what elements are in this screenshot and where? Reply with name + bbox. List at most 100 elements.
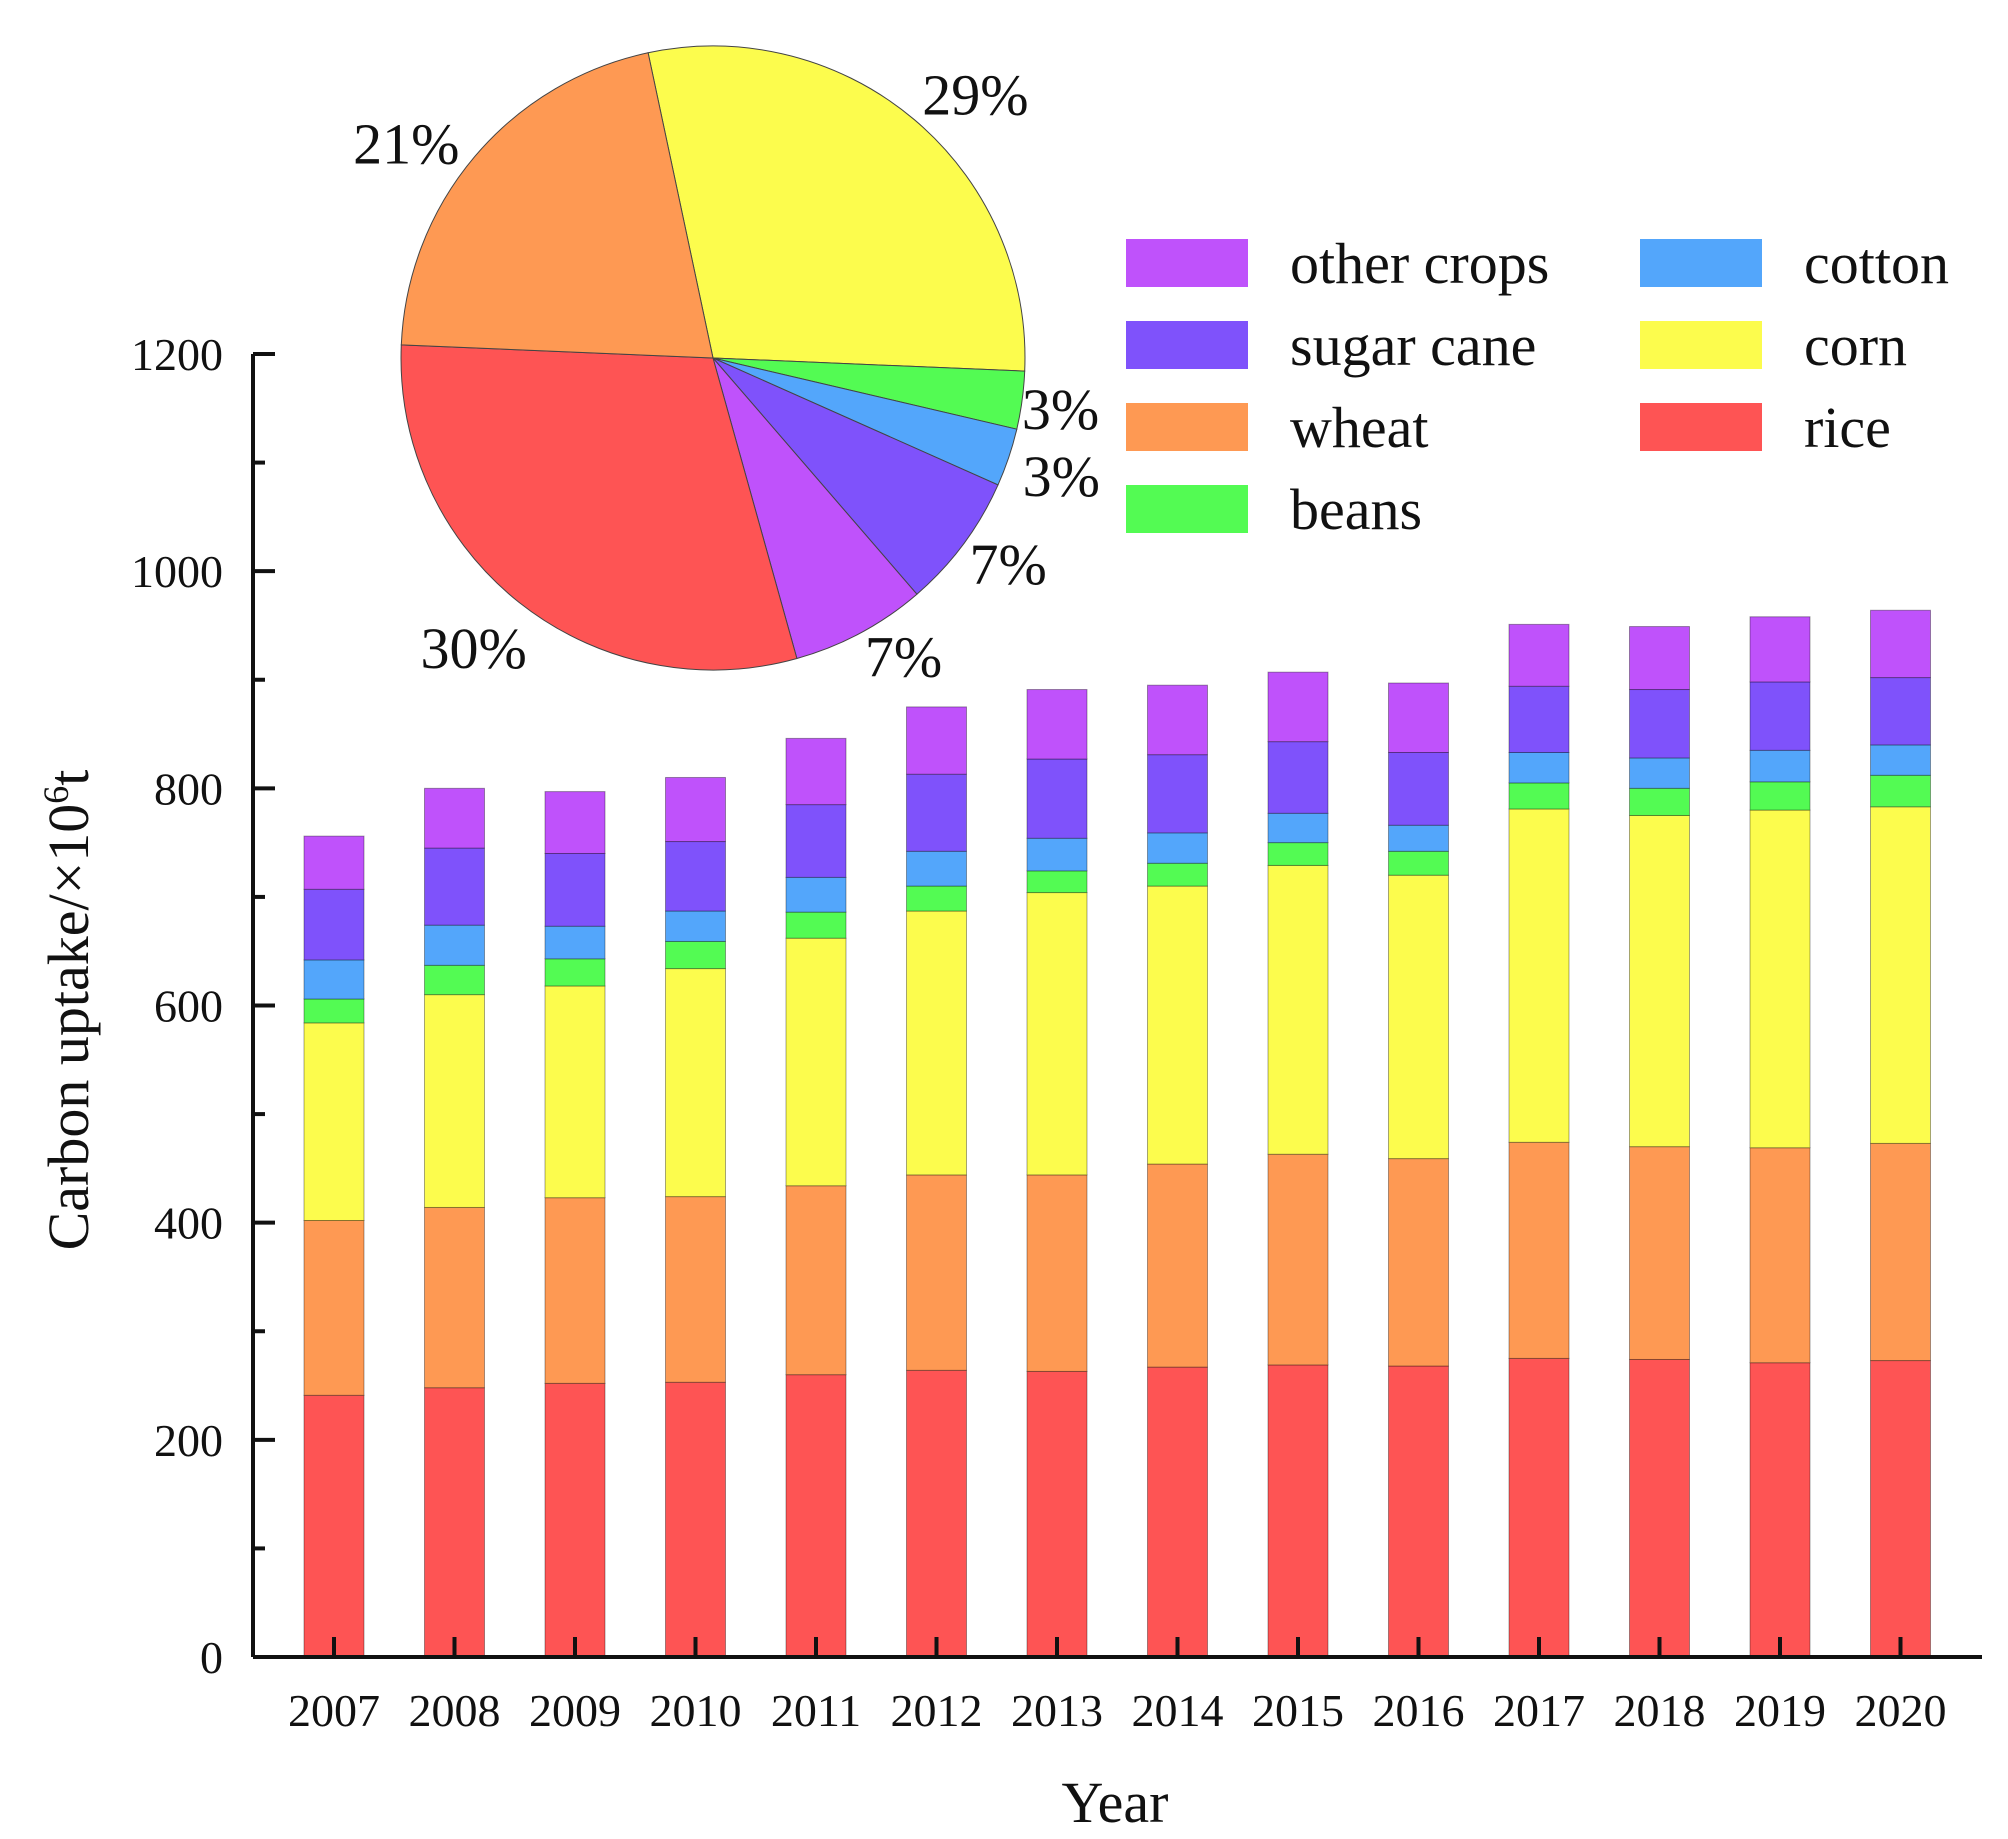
- bar-wheat-2015: [1267, 1153, 1329, 1366]
- y-tick-label: 800: [154, 763, 223, 814]
- pie-slice-corn: [647, 45, 1026, 372]
- bar-beans-2009: [544, 958, 606, 987]
- bar-sugar-cane-2012: [906, 773, 967, 852]
- bar-beans-2017: [1508, 782, 1570, 810]
- y-tick-label: 1000: [131, 546, 223, 597]
- bar-stack-2018: [1629, 626, 1690, 1658]
- bar-sugar-cane-2010: [665, 841, 726, 912]
- bar-sugar-cane-2009: [544, 852, 606, 927]
- bar-corn-2013: [1026, 892, 1088, 1176]
- bar-sugar-cane-2019: [1749, 681, 1811, 751]
- y-tick-label: 1200: [131, 329, 223, 380]
- bar-stack-2019: [1749, 616, 1811, 1658]
- x-tick-label: 2007: [288, 1685, 380, 1736]
- bar-rice-2008: [424, 1387, 485, 1658]
- bar-corn-2007: [303, 1022, 365, 1221]
- legend: other crops cotton sugar cane corn wheat rice…: [1126, 231, 1949, 542]
- bar-beans-2020: [1870, 774, 1931, 808]
- bar-beans-2012: [906, 885, 967, 912]
- pie-label-rice: 30%: [420, 616, 526, 681]
- x-tick-label: 2008: [409, 1685, 501, 1736]
- bar-stack-2009: [544, 791, 606, 1658]
- bar-sugar-cane-2011: [785, 804, 847, 878]
- y-tick-label: 0: [200, 1632, 223, 1683]
- bar-wheat-2009: [544, 1197, 606, 1384]
- bar-cotton-2008: [424, 924, 485, 966]
- bar-cotton-2012: [906, 850, 967, 887]
- bar-sugar-cane-2017: [1508, 685, 1570, 754]
- bar-rice-2019: [1749, 1362, 1811, 1658]
- bar-cotton-2014: [1147, 832, 1208, 864]
- bar-rice-2018: [1629, 1358, 1690, 1658]
- bar-corn-2020: [1870, 806, 1931, 1144]
- bar-other-crops-2012: [906, 706, 967, 775]
- y-ticks: 0 200 400 600 800 1000 1200: [131, 329, 275, 1683]
- bar-corn-2014: [1147, 885, 1208, 1165]
- x-tick-label: 2014: [1132, 1685, 1224, 1736]
- x-tick-label: 2016: [1373, 1685, 1465, 1736]
- y-tick-label: 600: [154, 981, 223, 1032]
- legend-item-other-crops: other crops: [1126, 231, 1549, 296]
- bar-wheat-2007: [303, 1219, 365, 1396]
- bar-wheat-2010: [665, 1196, 726, 1383]
- x-tick-label: 2010: [650, 1685, 742, 1736]
- pie-label-cotton: 3%: [1023, 444, 1100, 509]
- bar-wheat-2017: [1508, 1141, 1570, 1359]
- bar-cotton-2019: [1749, 749, 1811, 783]
- pie-label-other-crops: 7%: [865, 625, 942, 690]
- x-tick-label: 2009: [529, 1685, 621, 1736]
- bar-rice-2010: [665, 1381, 726, 1658]
- bar-sugar-cane-2007: [303, 888, 365, 961]
- bar-other-crops-2009: [544, 791, 606, 854]
- bar-other-crops-2008: [424, 787, 485, 849]
- x-tick-label: 2017: [1493, 1685, 1585, 1736]
- y-axis-title-exponent: 6: [36, 786, 76, 804]
- pie-slice-rice: [400, 344, 798, 671]
- bar-rice-2012: [906, 1369, 967, 1658]
- legend-swatch: [1126, 321, 1248, 369]
- bar-rice-2009: [544, 1382, 606, 1658]
- bar-other-crops-2020: [1870, 609, 1931, 679]
- x-tick-label: 2011: [771, 1685, 861, 1736]
- bar-stack-2010: [665, 776, 726, 1658]
- bar-wheat-2011: [785, 1185, 847, 1376]
- bar-wheat-2008: [424, 1206, 485, 1389]
- legend-label: rice: [1804, 395, 1891, 460]
- legend-item-corn: corn: [1640, 313, 1907, 378]
- bar-corn-2009: [544, 985, 606, 1199]
- bar-sugar-cane-2016: [1388, 752, 1449, 826]
- bar-beans-2013: [1026, 870, 1088, 894]
- bar-rice-2016: [1388, 1365, 1449, 1658]
- bar-stack-2013: [1026, 689, 1088, 1658]
- bar-beans-2018: [1629, 787, 1690, 816]
- bar-sugar-cane-2008: [424, 847, 485, 926]
- legend-swatch: [1126, 239, 1248, 287]
- bar-beans-2008: [424, 964, 485, 996]
- bar-cotton-2009: [544, 925, 606, 960]
- y-tick-label: 400: [154, 1198, 223, 1249]
- bar-sugar-cane-2020: [1870, 677, 1931, 746]
- legend-swatch: [1640, 239, 1762, 287]
- x-axis-title: Year: [1062, 1770, 1169, 1835]
- pie-slice-sugar-cane: [712, 357, 999, 595]
- bar-rice-2013: [1026, 1370, 1088, 1658]
- bar-corn-2017: [1508, 808, 1570, 1143]
- bar-beans-2015: [1267, 842, 1329, 866]
- bar-cotton-2016: [1388, 824, 1449, 852]
- pie-label-sugar-cane: 7%: [970, 532, 1047, 597]
- legend-label: corn: [1804, 313, 1907, 378]
- bar-other-crops-2019: [1749, 616, 1811, 683]
- bar-stack-2012: [906, 706, 967, 1658]
- bar-cotton-2013: [1026, 837, 1088, 872]
- bar-rice-2015: [1267, 1364, 1329, 1658]
- legend-item-beans: beans: [1126, 477, 1422, 542]
- bar-stack-2014: [1147, 684, 1208, 1658]
- bar-corn-2019: [1749, 809, 1811, 1149]
- bar-corn-2010: [665, 968, 726, 1198]
- bar-wheat-2020: [1870, 1142, 1931, 1362]
- legend-swatch: [1126, 403, 1248, 451]
- bar-cotton-2007: [303, 959, 365, 1000]
- x-tick-label: 2018: [1614, 1685, 1706, 1736]
- bar-wheat-2018: [1629, 1146, 1690, 1360]
